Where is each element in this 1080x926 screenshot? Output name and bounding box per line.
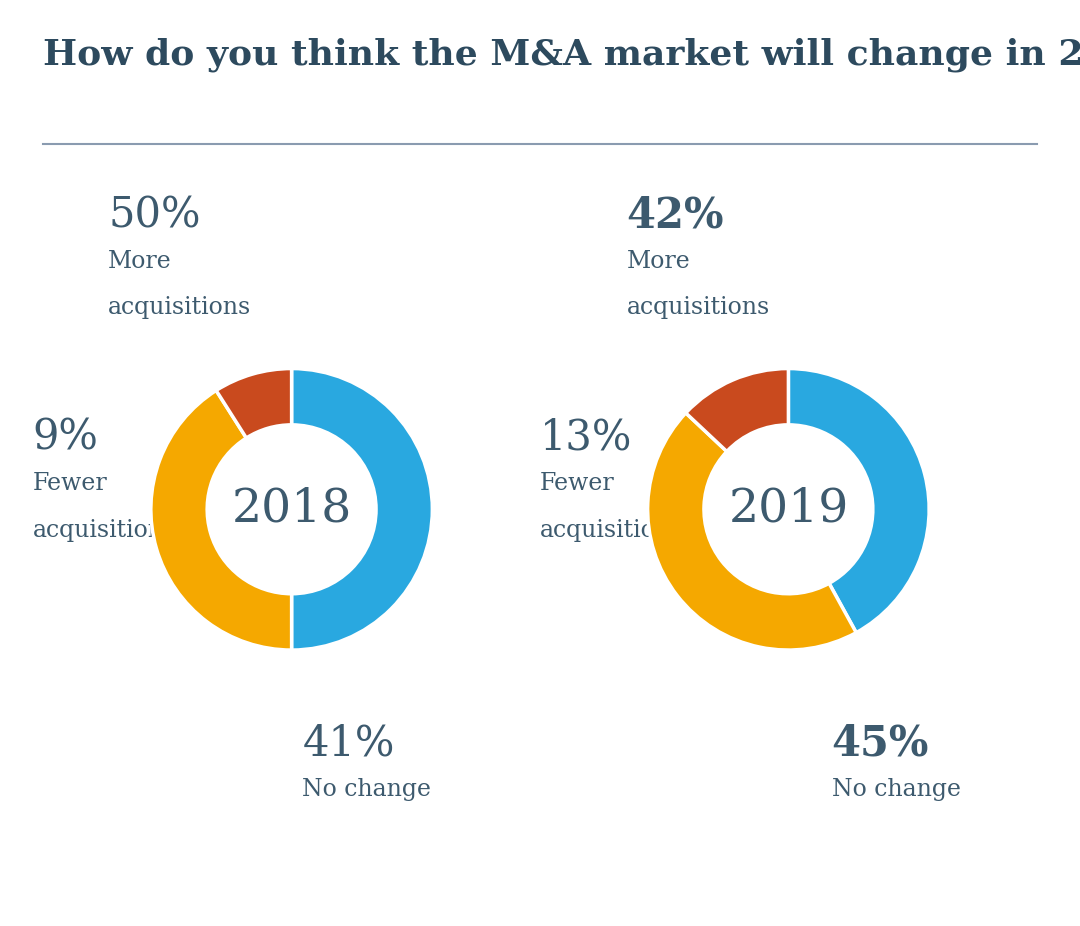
Text: 45%: 45% bbox=[832, 722, 929, 764]
Wedge shape bbox=[788, 369, 929, 632]
Text: acquisitions: acquisitions bbox=[32, 519, 176, 542]
Text: 13%: 13% bbox=[540, 417, 633, 458]
Text: 50%: 50% bbox=[108, 194, 201, 236]
Text: 2018: 2018 bbox=[231, 487, 352, 532]
Text: acquisitions: acquisitions bbox=[626, 296, 770, 319]
Text: 2019: 2019 bbox=[728, 487, 849, 532]
Wedge shape bbox=[216, 369, 292, 438]
Text: 41%: 41% bbox=[302, 722, 395, 764]
Text: Fewer: Fewer bbox=[32, 472, 107, 495]
Wedge shape bbox=[648, 413, 856, 650]
Text: 9%: 9% bbox=[32, 417, 98, 458]
Text: No change: No change bbox=[302, 778, 431, 801]
Text: No change: No change bbox=[832, 778, 960, 801]
Text: acquisitions: acquisitions bbox=[540, 519, 684, 542]
Text: 42%: 42% bbox=[626, 194, 724, 236]
Text: More: More bbox=[108, 250, 172, 273]
Text: Fewer: Fewer bbox=[540, 472, 615, 495]
Wedge shape bbox=[686, 369, 788, 452]
Text: acquisitions: acquisitions bbox=[108, 296, 252, 319]
Wedge shape bbox=[151, 391, 292, 650]
Text: More: More bbox=[626, 250, 690, 273]
Wedge shape bbox=[292, 369, 432, 650]
Text: How do you think the M&A market will change in 2019?: How do you think the M&A market will cha… bbox=[43, 37, 1080, 71]
